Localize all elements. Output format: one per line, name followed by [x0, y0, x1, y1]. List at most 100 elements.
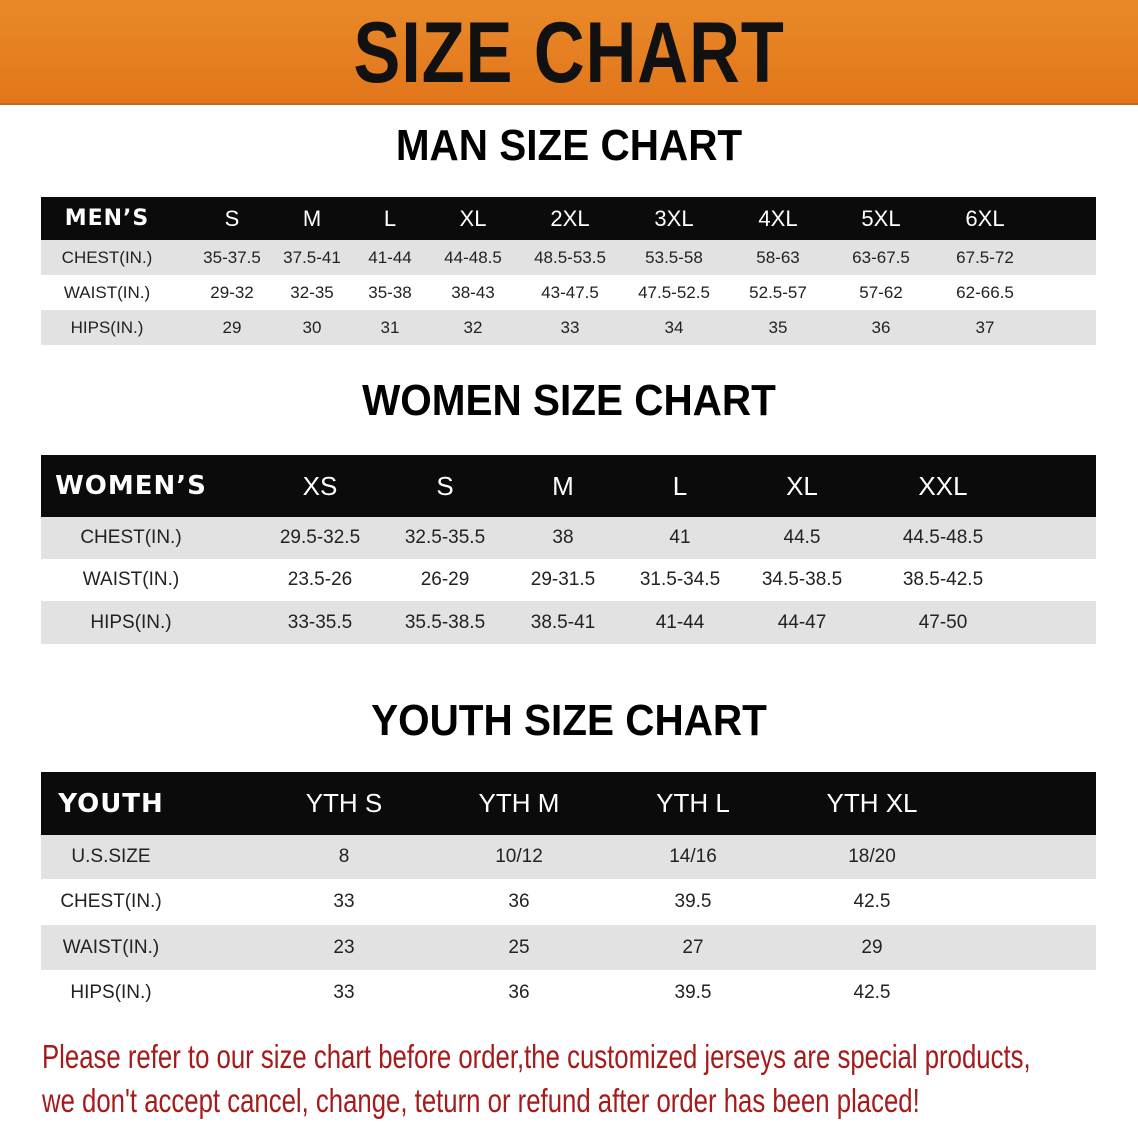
row-label: CHEST(IN.) — [60, 891, 162, 912]
table-cell: 37 — [975, 317, 995, 337]
table-row: CHEST(IN.) 29.5-32.5 32.5-35.5 38 41 44.5 44.5… — [41, 517, 1096, 559]
table-cell: 27 — [682, 936, 704, 958]
table-header-row: WOMEN’S XS S M L XL XXL — [41, 455, 1096, 517]
table-header-row: YOUTH YTH S YTH M YTH L YTH XL — [41, 772, 1096, 835]
table-cell: 36 — [508, 891, 530, 912]
women-section-title: WOMEN SIZE CHART — [362, 376, 776, 425]
table-cell: 44-47 — [777, 611, 827, 633]
table-row: WAIST(IN.) 23 25 27 29 — [41, 925, 1096, 970]
table-cell: 47-50 — [918, 611, 968, 633]
size-header: XXL — [918, 470, 968, 501]
table-cell: 39.5 — [674, 891, 712, 912]
size-header: YTH S — [305, 788, 383, 818]
table-cell: 36 — [508, 981, 530, 1003]
size-header: M — [302, 205, 322, 231]
table-cell: 32-35 — [290, 282, 334, 302]
size-header: S — [224, 205, 240, 231]
table-cell: 8 — [338, 846, 350, 867]
table-cell: 14/16 — [669, 846, 717, 867]
table-row: HIPS(IN.) 33-35.5 35.5-38.5 38.5-41 41-44 44-… — [41, 601, 1096, 644]
size-header: XL — [459, 205, 487, 231]
table-cell: 35-38 — [368, 282, 412, 302]
table-cell: 29 — [222, 317, 242, 337]
table-cell: 18/20 — [848, 846, 896, 867]
size-header: 2XL — [550, 205, 590, 231]
table-cell: 62-66.5 — [956, 282, 1014, 302]
row-label: HIPS(IN.) — [90, 611, 172, 633]
table-row: U.S.SIZE 8 10/12 14/16 18/20 — [41, 835, 1096, 879]
size-header: L — [383, 205, 397, 231]
row-label: HIPS(IN.) — [70, 981, 152, 1003]
table-cell: 38.5-42.5 — [902, 569, 984, 590]
table-cell: 30 — [302, 317, 322, 337]
table-cell: 44.5 — [783, 527, 821, 548]
size-header: 6XL — [965, 205, 1005, 231]
table-cell: 29-31.5 — [530, 569, 596, 590]
table-cell: 33-35.5 — [287, 611, 353, 633]
row-label: WOMEN’S — [55, 471, 207, 501]
row-label: WAIST(IN.) — [82, 569, 180, 590]
table-cell: 26-29 — [420, 569, 470, 590]
table-cell: 53.5-58 — [645, 247, 703, 267]
table-row: WAIST(IN.) 23.5-26 26-29 29-31.5 31.5-34.5 34… — [41, 559, 1096, 601]
row-label: WAIST(IN.) — [62, 936, 160, 958]
table-cell: 33 — [333, 891, 355, 912]
size-header: YTH L — [656, 788, 730, 818]
row-label: YOUTH — [58, 788, 164, 819]
table-cell: 37.5-41 — [283, 247, 341, 267]
table-cell: 31 — [380, 317, 400, 337]
table-cell: 29 — [861, 936, 883, 958]
table-cell: 34.5-38.5 — [761, 569, 843, 590]
size-header: YTH M — [478, 788, 560, 818]
table-row: CHEST(IN.) 35-37.5 37.5-41 41-44 44-48.5 48.5… — [41, 240, 1096, 275]
row-label: U.S.SIZE — [71, 846, 151, 867]
table-cell: 41-44 — [368, 247, 412, 267]
table-cell: 25 — [508, 936, 530, 958]
table-cell: 10/12 — [495, 846, 543, 867]
size-header: S — [436, 470, 454, 501]
table-cell: 48.5-53.5 — [534, 247, 606, 267]
size-header: 5XL — [861, 205, 901, 231]
table-cell: 35-37.5 — [203, 247, 261, 267]
table-cell: 33 — [333, 981, 355, 1003]
table-cell: 32.5-35.5 — [404, 527, 486, 548]
table-cell: 38.5-41 — [530, 611, 596, 633]
table-header-row: MEN’S S M L XL 2XL 3XL 4XL 5XL 6XL — [41, 197, 1096, 240]
table-cell: 23 — [333, 936, 355, 958]
row-label: CHEST(IN.) — [80, 527, 182, 548]
table-cell: 63-67.5 — [852, 247, 910, 267]
size-header: 3XL — [654, 205, 694, 231]
men-section-title: MAN SIZE CHART — [395, 121, 743, 170]
table-cell: 32 — [463, 317, 483, 337]
banner-title: SIZE CHART — [353, 5, 785, 101]
table-cell: 58-63 — [756, 247, 800, 267]
table-cell: 31.5-34.5 — [639, 569, 721, 590]
size-header: XL — [786, 470, 818, 501]
table-row: HIPS(IN.) 33 36 39.5 42.5 — [41, 970, 1096, 1015]
table-cell: 38-43 — [451, 282, 495, 302]
row-label: HIPS(IN.) — [70, 317, 144, 337]
row-label: CHEST(IN.) — [61, 247, 153, 267]
size-header: XS — [302, 470, 338, 501]
table-cell: 39.5 — [674, 981, 712, 1003]
size-header: M — [552, 470, 574, 501]
table-row: WAIST(IN.) 29-32 32-35 35-38 38-43 43-47.5 47.… — [41, 275, 1096, 310]
table-cell: 42.5 — [853, 981, 891, 1003]
table-cell: 57-62 — [859, 282, 903, 302]
table-row: CHEST(IN.) 33 36 39.5 42.5 — [41, 879, 1096, 925]
table-cell: 33 — [560, 317, 580, 337]
table-cell: 67.5-72 — [956, 247, 1014, 267]
row-label: WAIST(IN.) — [63, 282, 151, 302]
table-cell: 35 — [768, 317, 788, 337]
table-cell: 35.5-38.5 — [404, 611, 486, 633]
table-cell: 34 — [664, 317, 684, 337]
table-cell: 41 — [669, 527, 691, 548]
table-cell: 47.5-52.5 — [638, 282, 710, 302]
table-cell: 38 — [552, 527, 574, 548]
table-cell: 36 — [871, 317, 891, 337]
table-cell: 52.5-57 — [749, 282, 807, 302]
table-cell: 44.5-48.5 — [902, 527, 984, 548]
size-header: 4XL — [758, 205, 798, 231]
row-label: MEN’S — [64, 206, 150, 231]
youth-section-title: YOUTH SIZE CHART — [371, 696, 767, 745]
